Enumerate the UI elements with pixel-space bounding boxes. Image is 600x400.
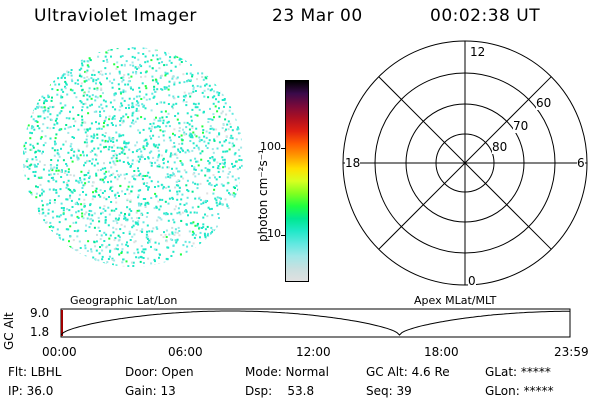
colorbar-tick-10: 10 <box>267 227 281 240</box>
uv-emission-pixels <box>23 47 243 267</box>
altitude-plot <box>60 308 571 338</box>
status-seq: Seq: 39 <box>366 384 412 398</box>
mlt-label-0: 0 <box>468 274 476 288</box>
colorbar-tick-100: 100 <box>260 140 281 153</box>
date-label: 23 Mar 00 <box>272 6 363 26</box>
status-door: Door: Open <box>125 365 194 379</box>
x-tick-0600: 06:00 <box>168 345 203 359</box>
mlt-label-18: 18 <box>345 156 361 170</box>
mlt-label-6: 6 <box>577 156 585 170</box>
status-gc-alt: GC Alt: 4.6 Re <box>366 365 450 379</box>
altitude-ymax: 9.0 <box>30 306 50 320</box>
status-ip: IP: 36.0 <box>8 384 54 398</box>
polar-diagonal-2 <box>378 76 552 250</box>
altitude-ylabel: GC Alt <box>2 312 16 350</box>
apex-label: Apex MLat/MLT <box>414 294 497 307</box>
geographic-label: Geographic Lat/Lon <box>70 294 178 307</box>
x-tick-2359: 23:59 <box>554 345 589 359</box>
x-tick-0000: 00:00 <box>42 345 77 359</box>
altitude-curve <box>60 310 570 336</box>
uv-image-disc <box>23 47 243 267</box>
altitude-ymin: 1.8 <box>30 325 50 339</box>
colorbar-gradient <box>285 80 309 282</box>
app-title: Ultraviolet Imager <box>34 6 197 26</box>
lat-label-80: 80 <box>492 140 508 154</box>
status-dsp: Dsp: 53.8 <box>245 384 315 398</box>
x-tick-1200: 12:00 <box>296 345 331 359</box>
status-mode: Mode: Normal <box>245 365 329 379</box>
status-glat: GLat: ***** <box>485 365 551 379</box>
lat-label-70: 70 <box>513 119 529 133</box>
altitude-plot-frame <box>60 308 571 338</box>
mlt-label-12: 12 <box>470 45 486 59</box>
status-gain: Gain: 13 <box>125 384 176 398</box>
x-tick-1800: 18:00 <box>424 345 459 359</box>
status-glon: GLon: ***** <box>485 384 554 398</box>
lat-label-60: 60 <box>536 96 552 110</box>
time-label: 00:02:38 UT <box>430 6 541 26</box>
polar-grid <box>342 40 588 286</box>
colorbar: photon cm⁻²s⁻¹ 100 10 <box>255 72 315 282</box>
status-filter: Flt: LBHL <box>8 365 62 379</box>
